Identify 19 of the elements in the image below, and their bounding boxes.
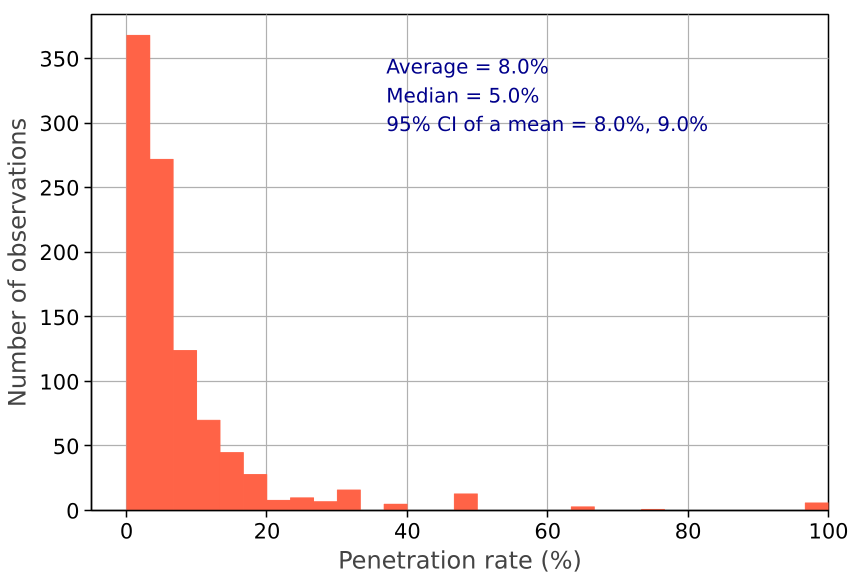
y-tick-label: 150 — [39, 306, 80, 330]
annotation: Median = 5.0% — [386, 83, 540, 108]
y-tick-label: 50 — [52, 434, 80, 459]
x-tick-label: 20 — [254, 520, 280, 544]
y-tick-label: 100 — [39, 370, 80, 394]
y-tick-label: 0 — [66, 500, 80, 524]
x-tick-label: 100 — [808, 520, 849, 544]
x-tick-label: 40 — [394, 520, 421, 544]
x-tick-label: 0 — [120, 520, 134, 544]
annotation: Average = 8.0% — [386, 54, 549, 79]
y-tick-label: 250 — [39, 176, 80, 201]
y-axis-title: Number of observations — [3, 118, 32, 408]
y-tick-label: 200 — [39, 241, 80, 266]
x-axis-title: Penetration rate (%) — [338, 546, 582, 574]
y-tick-label: 300 — [39, 112, 80, 136]
x-tick-label: 60 — [534, 520, 562, 544]
y-tick-label: 350 — [39, 47, 80, 72]
x-tick-label: 80 — [674, 520, 702, 544]
annotation: 95% CI of a mean = 8.0%, 9.0% — [386, 112, 708, 136]
